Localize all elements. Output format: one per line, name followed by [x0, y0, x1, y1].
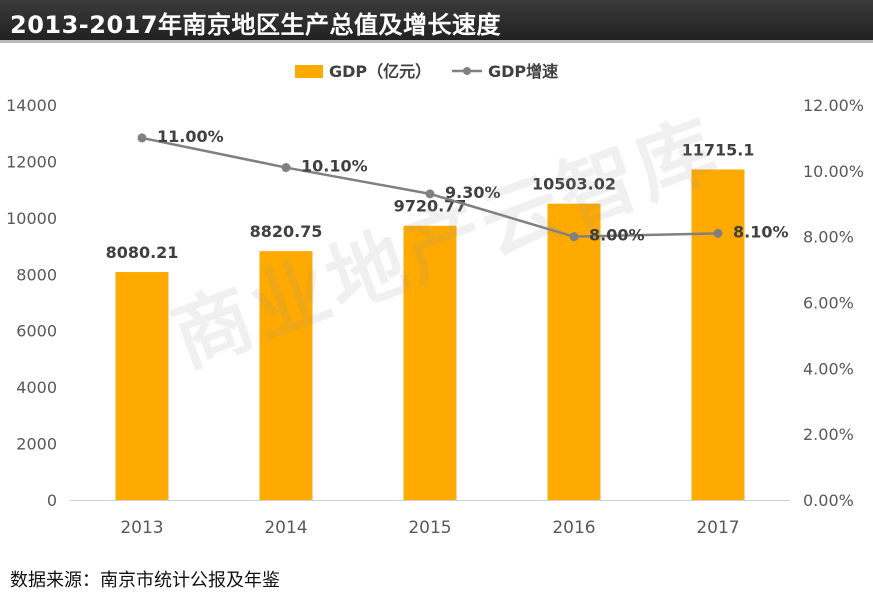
- page-title: 2013-2017年南京地区生产总值及增长速度: [10, 11, 502, 39]
- growth-data-label: 8.10%: [733, 222, 789, 241]
- growth-point: [569, 232, 579, 242]
- legend-line-label: GDP增速: [488, 62, 558, 81]
- y-right-tick-label: 4.00%: [803, 359, 854, 378]
- bar: [115, 272, 169, 500]
- y-left-tick-label: 8000: [16, 265, 57, 284]
- y-left-tick-label: 6000: [16, 322, 57, 341]
- growth-data-label: 10.10%: [301, 157, 368, 176]
- bar-data-label: 8080.21: [106, 243, 179, 262]
- combo-chart: GDP（亿元） GDP增速 0 2000 4000 6000 8000 10000 12000 1…: [6, 62, 864, 538]
- y-right-tick-label: 0.00%: [803, 491, 854, 510]
- y-right-tick-label: 12.00%: [803, 96, 864, 115]
- growth-point: [425, 189, 435, 199]
- growth-point: [281, 163, 291, 173]
- x-tick-label: 2014: [264, 518, 307, 538]
- bar: [403, 225, 457, 500]
- y-left-tick-label: 2000: [16, 435, 57, 454]
- legend-bar-label: GDP（亿元）: [329, 62, 431, 81]
- bar: [547, 203, 601, 500]
- bar-data-label: 8820.75: [250, 222, 323, 241]
- legend-bar-swatch: [295, 65, 323, 78]
- y-left-tick-label: 14000: [6, 96, 57, 115]
- bar-data-label: 11715.1: [682, 140, 755, 159]
- growth-line: [141, 136, 719, 238]
- x-tick-label: 2013: [120, 518, 163, 538]
- y-right-tick-label: 6.00%: [803, 294, 854, 313]
- bar-data-label: 9720.77: [394, 197, 467, 216]
- growth-point: [137, 133, 147, 143]
- growth-data-label: 9.30%: [445, 183, 501, 202]
- y-right-tick-label: 2.00%: [803, 425, 854, 444]
- bar: [259, 251, 313, 500]
- y-left-tick-label: 12000: [6, 152, 57, 171]
- y-left-tick-label: 4000: [16, 378, 57, 397]
- x-tick-label: 2015: [408, 518, 451, 538]
- bar: [691, 169, 745, 500]
- growth-point: [713, 228, 723, 238]
- y-left-tick-label: 10000: [6, 209, 57, 228]
- growth-data-label: 8.00%: [589, 226, 645, 245]
- x-tick-label: 2017: [696, 518, 739, 538]
- growth-data-label: 11.00%: [157, 127, 224, 146]
- chart-panel: GDP（亿元） GDP增速 0 2000 4000 6000 8000 10000 12000 1…: [0, 43, 873, 556]
- y-right-tick-label: 10.00%: [803, 162, 864, 181]
- y-right-tick-label: 8.00%: [803, 228, 854, 247]
- title-bar: 2013-2017年南京地区生产总值及增长速度: [0, 0, 873, 43]
- x-tick-label: 2016: [552, 518, 595, 538]
- y-left-tick-label: 0: [47, 491, 57, 510]
- legend-line-marker: [463, 67, 471, 75]
- data-source-note: 数据来源：南京市统计公报及年鉴: [10, 570, 280, 591]
- bar-data-label: 10503.02: [532, 175, 616, 194]
